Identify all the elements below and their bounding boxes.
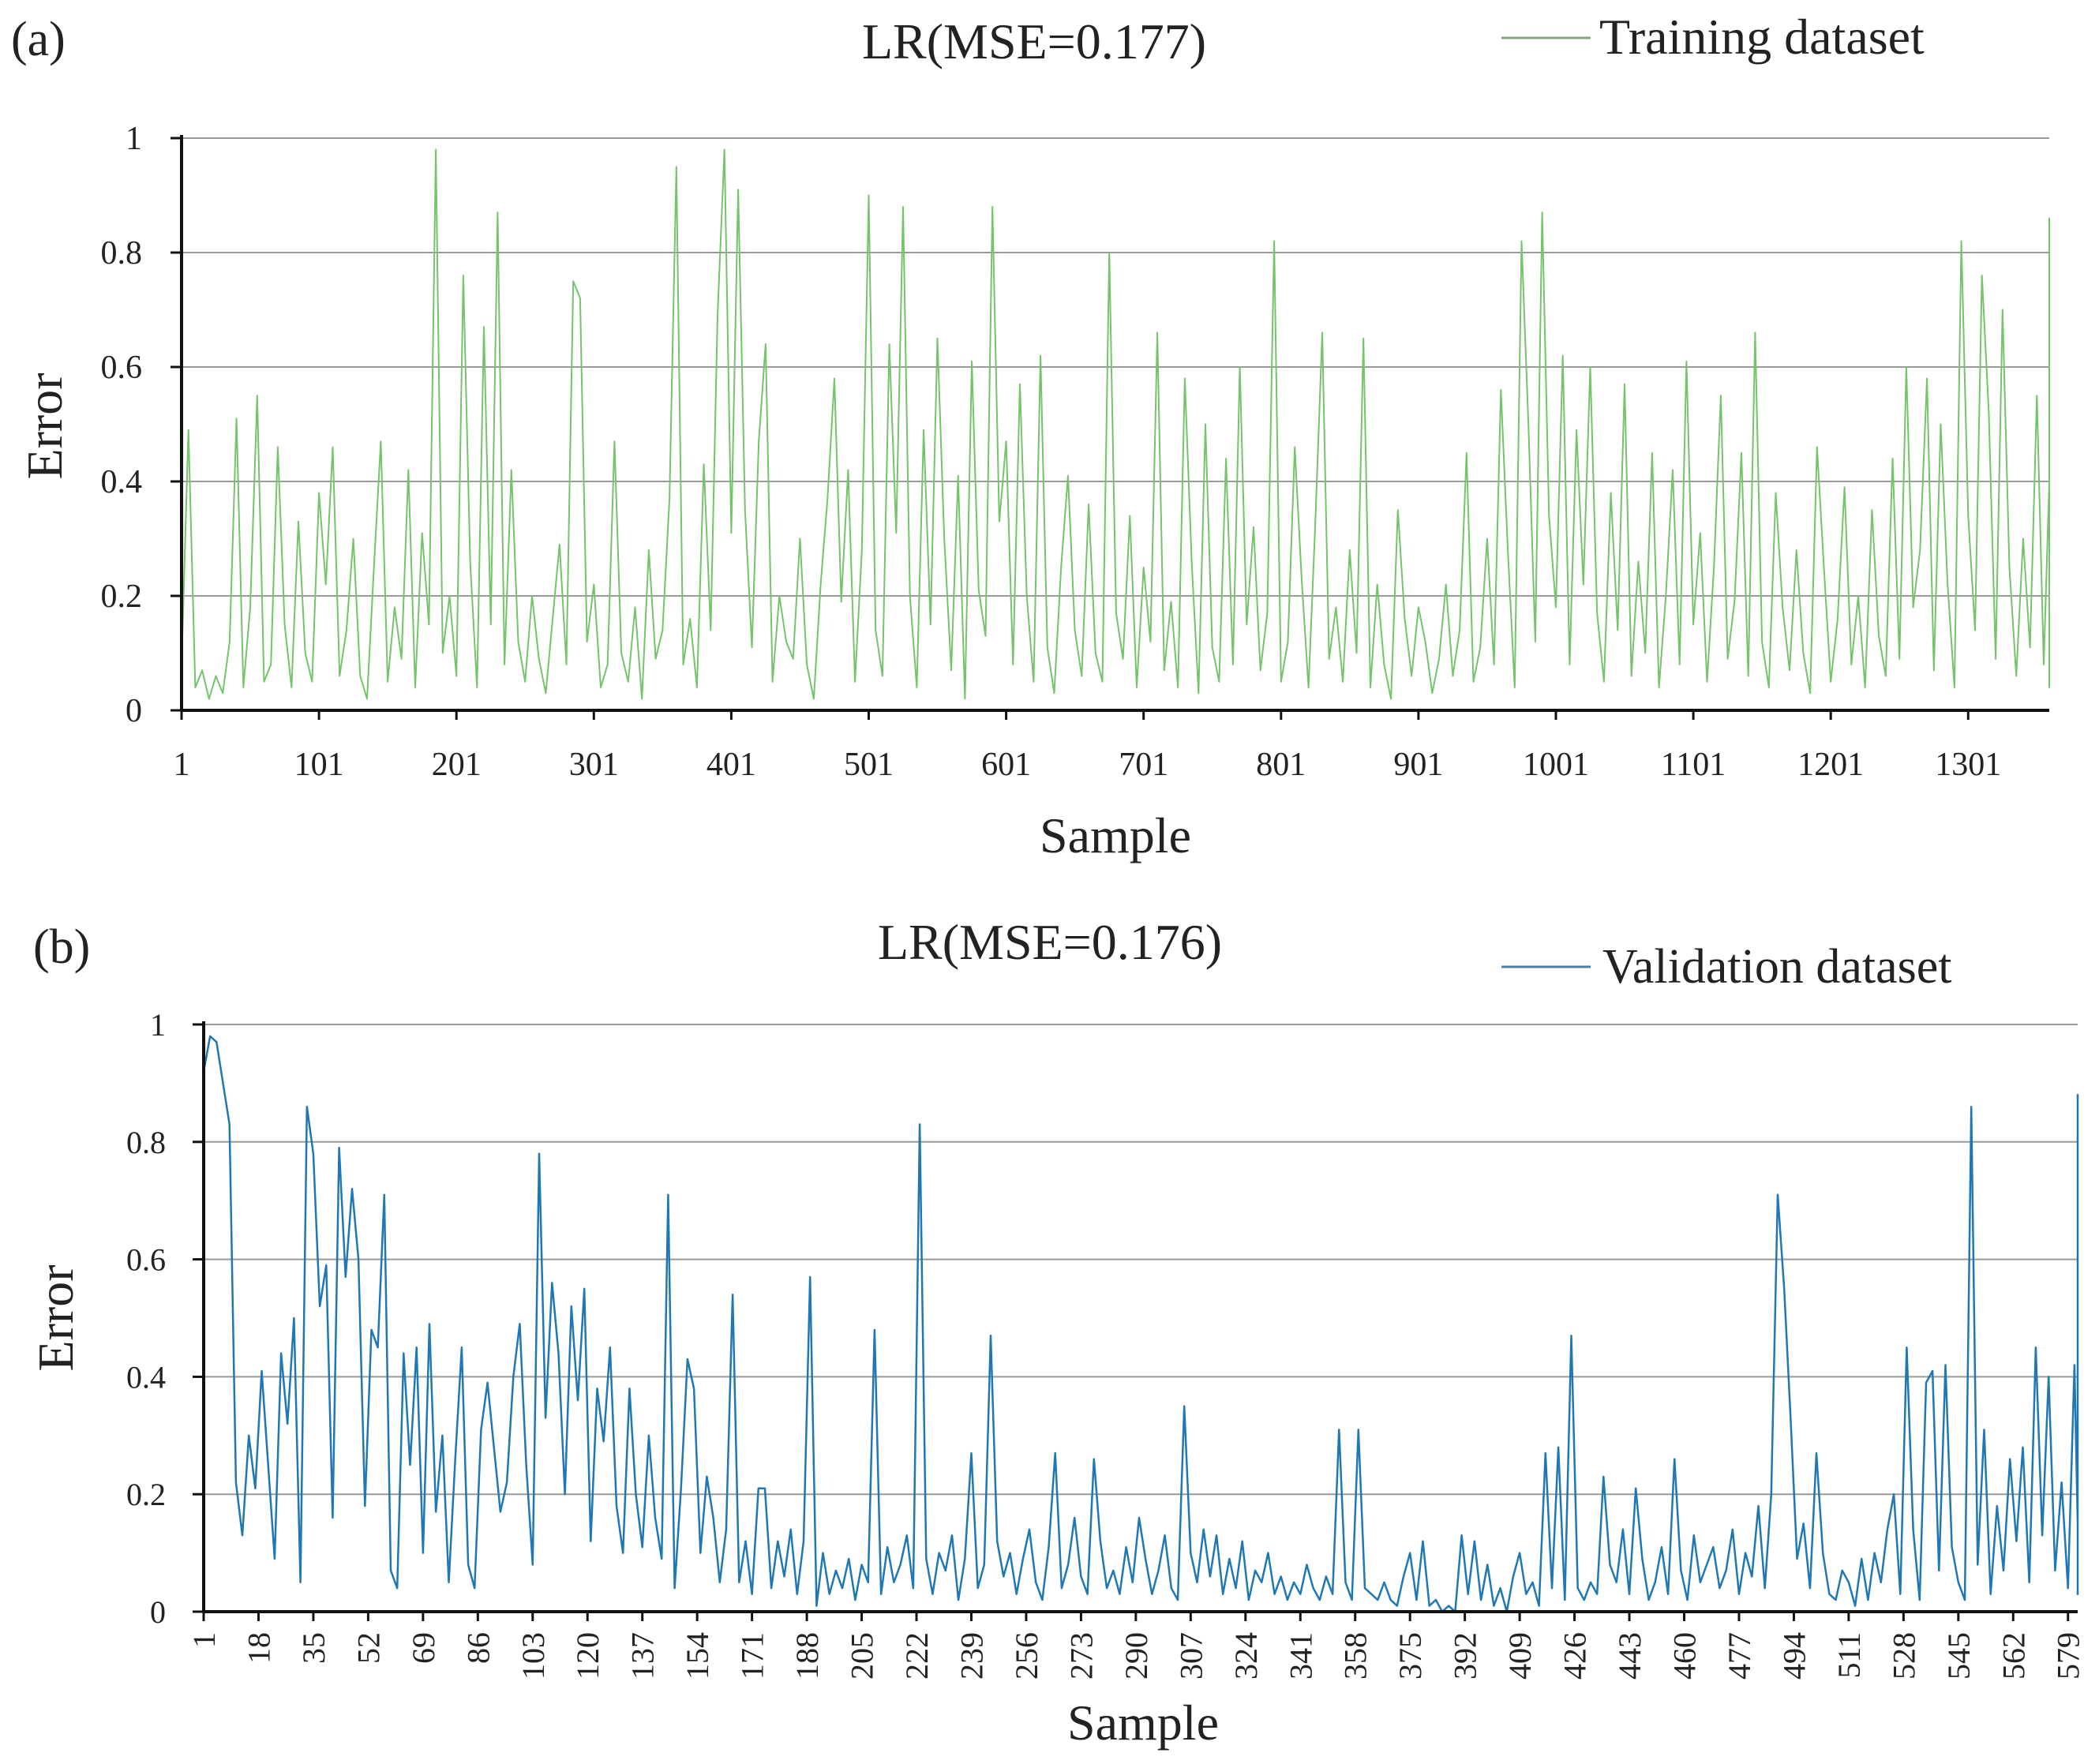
panel-b-x-tick-label: 579	[2051, 1632, 2086, 1680]
panel-b-x-tick-label: 1	[186, 1632, 222, 1648]
panel-a-y-tick-label: 1	[126, 121, 142, 157]
panel-b-x-tick-label: 103	[515, 1632, 551, 1680]
panel-b-x-tick-label: 137	[625, 1632, 661, 1680]
panel-b-x-tick-label: 120	[570, 1632, 605, 1680]
panel-a-x-tick-label: 901	[1393, 747, 1443, 783]
panel-a-legend-text: Training dataset	[1599, 9, 1925, 65]
panel-b-x-tick-label: 477	[1722, 1632, 1757, 1680]
panel-a-x-tick-label: 1	[174, 747, 190, 783]
panel-b-validation-series-line	[202, 1035, 2079, 1613]
panel-b-label: (b)	[33, 920, 90, 974]
panel-b-validation-error-chart: (b) LR(MSE=0.176) Validation dataset Err…	[28, 914, 2086, 1751]
panel-b-y-tick-label: 1	[150, 1007, 166, 1043]
panel-a-x-tick-label: 801	[1256, 747, 1306, 783]
panel-b-y-tick-labels: 0 0.2 0.4 0.6 0.8 1	[126, 1007, 166, 1630]
panel-b-gridlines	[204, 1024, 2078, 1496]
panel-b-x-tick-label: 239	[954, 1632, 989, 1680]
panel-a-label: (a)	[11, 13, 66, 66]
panel-b-x-tick-label: 18	[241, 1632, 276, 1664]
panel-b-x-tick-label: 545	[1941, 1632, 1977, 1680]
panel-b-y-tick-label: 0.6	[126, 1242, 166, 1278]
panel-b-x-tick-label: 341	[1283, 1632, 1318, 1680]
panel-b-x-tick-label: 528	[1886, 1632, 1921, 1680]
panel-b-x-tick-label: 52	[350, 1632, 386, 1664]
panel-a-x-tick-labels: 1 101 201 301 401 501 601 701 801 901 1001 1101 1201…	[174, 747, 2002, 783]
panel-b-x-tick-label: 494	[1776, 1632, 1812, 1680]
panel-b-y-tick-label: 0.4	[126, 1359, 166, 1395]
panel-b-x-tick-label: 392	[1448, 1632, 1483, 1680]
panel-b-x-tick-label: 460	[1667, 1632, 1703, 1680]
panel-b-x-tick-label: 358	[1338, 1632, 1374, 1680]
panel-a-x-tick-label: 1201	[1797, 747, 1864, 783]
panel-b-x-tick-label: 188	[789, 1632, 825, 1680]
panel-b-x-tick-label: 409	[1502, 1632, 1538, 1680]
panel-b-legend-text: Validation dataset	[1602, 940, 1951, 994]
panel-b-y-tick-label: 0.2	[126, 1477, 166, 1512]
panel-a-x-tick-label: 401	[707, 747, 756, 783]
panel-b-x-tick-labels: 1 18 35 52 69 86 103 120 137 154 171 188 205 222 239 25…	[186, 1632, 2086, 1680]
panel-a-x-tick-label: 1001	[1523, 747, 1589, 783]
panel-a-x-tick-label: 1301	[1935, 747, 2001, 783]
panel-a-x-axis-label: Sample	[1040, 807, 1191, 863]
panel-a-y-axis-label: Error	[17, 373, 73, 479]
panel-a-y-tick-label: 0.8	[101, 235, 143, 272]
panel-b-title: LR(MSE=0.176)	[878, 914, 1222, 970]
panel-b-x-tick-label: 511	[1831, 1632, 1867, 1679]
panel-b-x-tick-label: 307	[1173, 1632, 1209, 1680]
panel-a-x-tick-label: 701	[1119, 747, 1168, 783]
panel-b-x-tick-label: 562	[1996, 1632, 2031, 1680]
panel-b-x-tick-label: 426	[1557, 1632, 1593, 1680]
panel-a-y-tick-label: 0.4	[101, 464, 143, 500]
panel-a-training-series-line	[181, 148, 2050, 700]
panel-b-axes	[193, 1021, 2078, 1621]
panel-b-y-axis-label: Error	[28, 1264, 84, 1371]
panel-b-x-tick-label: 375	[1392, 1632, 1428, 1680]
panel-a-training-error-chart: (a) LR(MSE=0.177) Training dataset Error…	[11, 9, 2050, 863]
panel-b-x-tick-label: 222	[899, 1632, 935, 1680]
panel-a-y-tick-label: 0	[126, 693, 142, 729]
panel-a-y-tick-label: 0.2	[101, 579, 143, 615]
panel-a-x-tick-label: 101	[294, 747, 344, 783]
panel-b-x-tick-label: 69	[406, 1632, 441, 1664]
panel-b-y-tick-label: 0	[150, 1594, 166, 1630]
panel-b-y-tick-label: 0.8	[126, 1125, 166, 1160]
panel-b-x-tick-label: 171	[735, 1632, 770, 1680]
panel-b-x-tick-label: 86	[460, 1632, 496, 1664]
panel-a-x-tick-label: 301	[569, 747, 619, 783]
panel-a-axes	[171, 135, 2049, 720]
panel-a-x-tick-label: 201	[432, 747, 482, 783]
panel-b-x-tick-label: 273	[1063, 1632, 1099, 1680]
panel-b-x-tick-label: 290	[1119, 1632, 1154, 1680]
panel-a-x-tick-label: 501	[844, 747, 894, 783]
panel-a-y-tick-labels: 0 0.2 0.4 0.6 0.8 1	[101, 121, 143, 729]
panel-b-x-tick-label: 324	[1228, 1632, 1264, 1680]
panel-b-x-tick-label: 443	[1612, 1632, 1647, 1680]
panel-a-title: LR(MSE=0.177)	[862, 13, 1206, 69]
panel-b-x-tick-label: 154	[680, 1632, 715, 1680]
panel-b-x-tick-label: 205	[845, 1632, 880, 1680]
panel-a-x-tick-label: 601	[981, 747, 1031, 783]
panel-b-x-tick-label: 35	[296, 1632, 332, 1664]
panel-a-y-tick-label: 0.6	[101, 350, 143, 386]
panel-b-x-axis-label: Sample	[1067, 1695, 1219, 1751]
panel-b-x-tick-label: 256	[1009, 1632, 1044, 1680]
panel-a-x-tick-label: 1101	[1661, 747, 1726, 783]
